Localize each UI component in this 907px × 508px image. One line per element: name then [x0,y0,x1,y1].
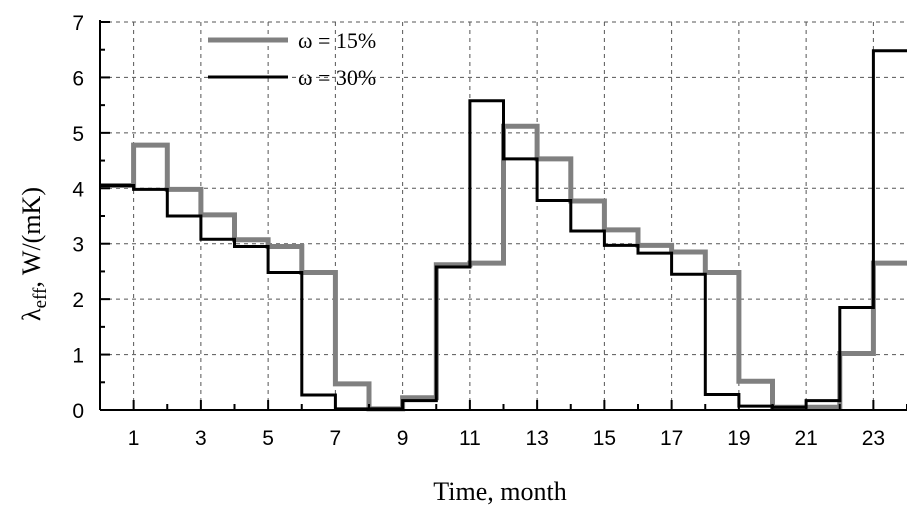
y-axis-title: λeff, W/(mK) [17,187,51,321]
y-tick-label-0: 0 [72,400,84,423]
x-tick-label-21: 21 [794,427,817,450]
legend-label-omega-30: ω = 30% [298,65,376,90]
y-tick-label-2: 2 [72,289,84,312]
y-tick-label-1: 1 [72,345,84,368]
axes [99,20,907,411]
y-tick-label-7: 7 [72,12,84,35]
legend: ω = 15% ω = 30% [208,28,376,90]
x-tick-label-17: 17 [660,427,683,450]
x-tick-label-5: 5 [262,427,274,450]
x-tick-label-13: 13 [525,427,548,450]
x-axis-title: Time, month [433,477,566,506]
y-tick-label-4: 4 [72,178,84,201]
legend-label-omega-15: ω = 15% [298,28,376,53]
y-axis-title-subscript: eff [30,287,51,308]
x-tick-label-3: 3 [195,427,207,450]
x-tick-label-19: 19 [727,427,750,450]
x-tick-label-15: 15 [593,427,616,450]
x-tick-label-11: 11 [459,427,481,450]
y-tick-label-3: 3 [72,234,84,257]
y-axis-title-symbol: λ [17,308,46,321]
y-tick-label-5: 5 [72,123,84,146]
x-tick-label-23: 23 [862,427,885,450]
x-tick-label-1: 1 [128,427,140,450]
y-axis-title-unit: , W/(mK) [17,187,46,288]
series-line-0 [100,123,907,412]
x-tick-label-7: 7 [330,427,342,450]
y-tick-label-6: 6 [72,67,84,90]
x-tick-label-9: 9 [397,427,409,450]
series-lines [100,49,907,412]
